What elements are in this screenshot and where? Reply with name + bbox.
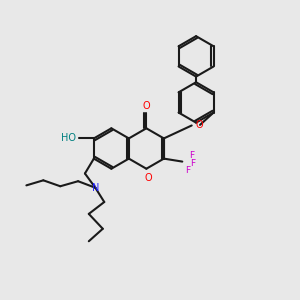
Text: HO: HO — [61, 134, 76, 143]
Text: F: F — [190, 159, 195, 168]
Text: F: F — [185, 166, 190, 175]
Text: F: F — [189, 151, 194, 160]
Text: O: O — [142, 101, 150, 111]
Text: N: N — [92, 183, 99, 193]
Text: O: O — [145, 172, 153, 183]
Text: O: O — [195, 120, 203, 130]
